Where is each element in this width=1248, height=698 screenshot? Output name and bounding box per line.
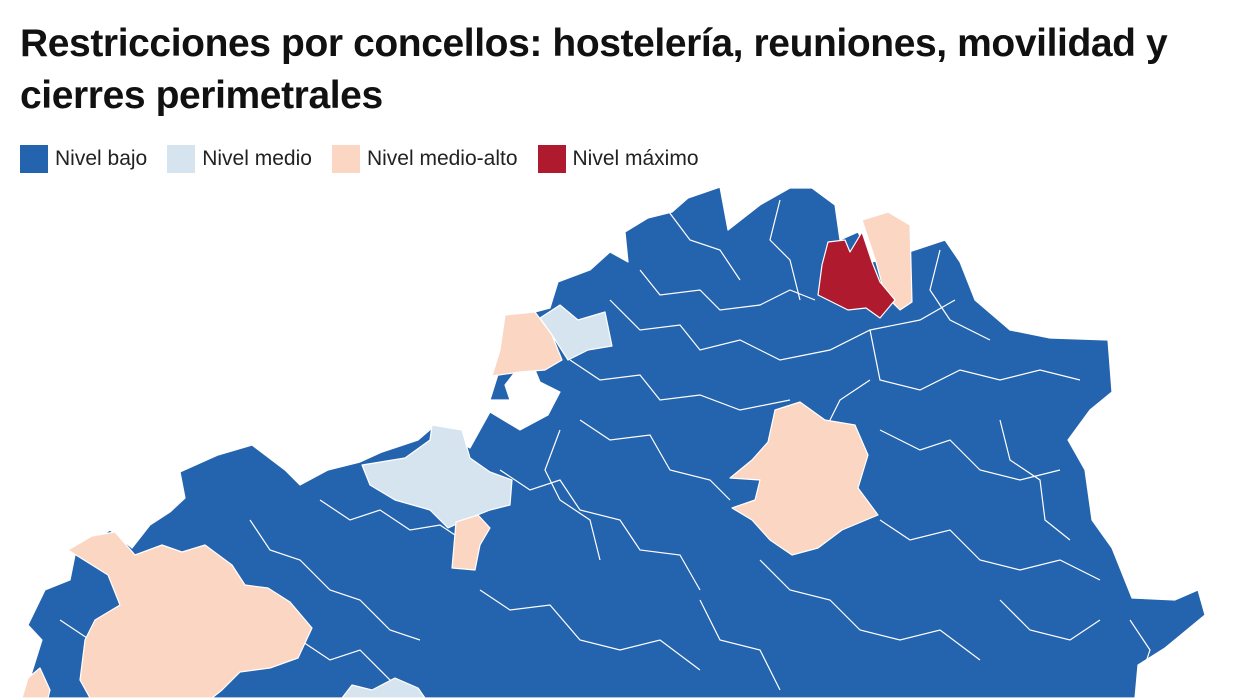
legend-item-medio-alto: Nivel medio-alto — [331, 145, 518, 173]
legend-swatch-bajo — [20, 145, 48, 173]
legend: Nivel bajo Nivel medio Nivel medio-alto … — [20, 144, 719, 174]
legend-label-bajo: Nivel bajo — [55, 147, 148, 170]
legend-label-medio: Nivel medio — [202, 147, 312, 170]
region-medio-alto-north — [491, 311, 563, 377]
region-medio-south — [341, 677, 426, 698]
legend-swatch-medio — [167, 145, 196, 173]
region-medio-west — [361, 424, 513, 529]
region-maximo — [817, 231, 896, 319]
municipality-map — [21, 186, 1206, 698]
map-title: Restricciones por concellos: hostelería,… — [20, 22, 1168, 117]
region-medio-alto-northeast — [861, 211, 913, 311]
legend-label-maximo: Nivel máximo — [572, 147, 699, 170]
municipality-boundaries — [59, 199, 1151, 691]
region-medio-north — [539, 304, 613, 361]
region-medio-alto-coast — [21, 667, 51, 698]
region-medio-alto-small — [451, 514, 491, 571]
legend-swatch-medio-alto — [331, 145, 360, 173]
legend-item-maximo: Nivel máximo — [537, 145, 699, 173]
legend-item-bajo: Nivel bajo — [20, 145, 147, 173]
map — [0, 180, 1248, 698]
legend-label-medio-alto: Nivel medio-alto — [366, 147, 518, 170]
legend-item-medio: Nivel medio — [167, 145, 312, 173]
legend-swatch-maximo — [537, 145, 566, 173]
region-medio-alto-southwest — [67, 531, 313, 698]
region-medio-alto-center — [729, 401, 879, 556]
